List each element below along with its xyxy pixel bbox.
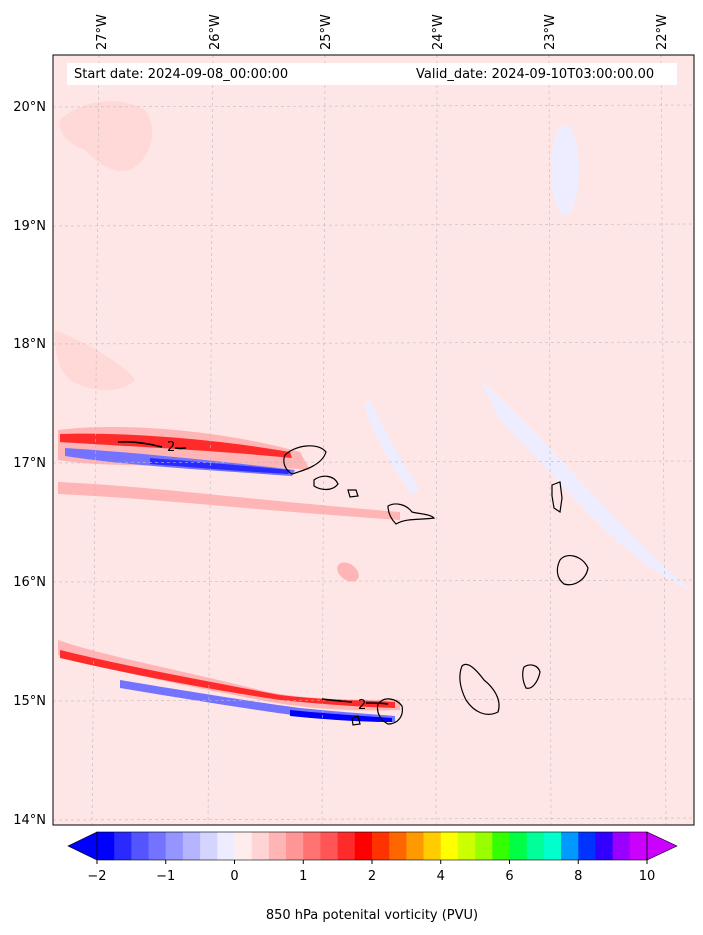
pv-band-south-blue (120, 680, 395, 722)
colorbar-swatch (526, 832, 545, 860)
island-santa-luzia (347, 489, 359, 498)
contour-north (117, 441, 163, 448)
lon-label: 26°W (208, 14, 223, 50)
valid-date: Valid_date: 2024-09-10T03:00:00.00 (416, 67, 654, 82)
contour-label-north: 2 (167, 440, 175, 455)
lat-label: 15°N (13, 694, 46, 709)
island-brava (351, 715, 361, 726)
pv-contours (117, 441, 389, 705)
colorbar-swatch (165, 832, 184, 860)
pv-band-north2 (58, 482, 400, 520)
pv-band-north-red (60, 433, 292, 458)
colorbar-tick-label: 1 (299, 869, 307, 884)
pv-patch-west (54, 330, 135, 391)
pv-patch-east-blue (480, 380, 690, 590)
start-date: Start date: 2024-09-08_00:00:00 (74, 67, 288, 82)
pv-band-south-deepblue (290, 710, 392, 722)
pv-patch-mid-blue (364, 400, 420, 495)
lon-label: 27°W (95, 14, 110, 50)
colorbar-swatch (234, 832, 253, 860)
pv-patch-north-blue (551, 125, 579, 215)
colorbar-swatch (354, 832, 373, 860)
pv-field (54, 101, 690, 722)
lat-label: 14°N (13, 813, 46, 828)
island-fogo (376, 698, 403, 725)
colorbar-extend-high (646, 831, 678, 861)
colorbar-tick-label: 6 (505, 869, 513, 884)
colorbar-tick-label: 0 (230, 869, 238, 884)
colorbar-swatch (561, 832, 579, 860)
gridlines (52, 54, 695, 826)
colorbar-swatch (578, 832, 596, 860)
colorbar-tick-label: 4 (437, 869, 445, 884)
lat-label: 18°N (13, 337, 46, 352)
colorbar-swatch (320, 832, 339, 860)
colorbar-swatch (629, 832, 648, 860)
lat-label: 20°N (13, 100, 46, 115)
lon-label: 25°W (319, 14, 334, 50)
colorbar-swatch (286, 832, 304, 860)
colorbar-swatch (148, 832, 167, 860)
colorbar-tick-label: −1 (156, 869, 175, 884)
pv-band-north-deepblue (150, 458, 290, 474)
island-sal (551, 481, 563, 514)
header-box (67, 63, 677, 85)
colorbar-swatch (612, 832, 631, 860)
colorbar-swatch (406, 832, 425, 860)
island-sao-vicente (313, 475, 339, 491)
colorbar-swatch (131, 832, 150, 860)
lon-label: 23°W (543, 14, 558, 50)
colorbar-swatch (114, 832, 132, 860)
colorbar-swatch (337, 832, 356, 860)
colorbar: −2−10124681014 (67, 831, 678, 884)
lon-labels: 27°W 26°W 25°W 24°W 23°W 22°W (95, 14, 670, 50)
colorbar-swatch (440, 832, 459, 860)
colorbar-tick-label: 8 (574, 869, 582, 884)
colorbar-swatch (182, 832, 201, 860)
colorbar-swatch (217, 832, 235, 860)
coastlines (283, 445, 589, 726)
colorbar-swatch (97, 832, 115, 860)
colorbar-label: 850 hPa potenital vorticity (PVU) (266, 908, 478, 923)
colorbar-swatch (595, 832, 614, 860)
colorbar-swatch (200, 832, 218, 860)
island-santiago (459, 663, 500, 715)
colorbar-swatch (492, 832, 510, 860)
contour-south (321, 698, 353, 703)
colorbar-tick-label: 2 (368, 869, 376, 884)
colorbar-swatch (303, 832, 321, 860)
colorbar-swatch (475, 832, 493, 860)
lat-label: 17°N (13, 456, 46, 471)
colorbar-extend-low (67, 831, 98, 861)
lat-label: 19°N (13, 219, 46, 234)
colorbar-swatch (251, 832, 270, 860)
island-maio (522, 664, 541, 689)
colorbar-swatch (389, 832, 407, 860)
pv-band-south-red (60, 650, 395, 708)
colorbar-swatch (372, 832, 390, 860)
colorbar-swatch (268, 832, 287, 860)
lon-label: 22°W (655, 14, 670, 50)
pv-blob-mid (337, 562, 359, 582)
contour-south-2 (365, 702, 389, 705)
contour-label-south: 2 (358, 698, 366, 713)
pv-patch-northwest (59, 101, 153, 171)
lon-label: 24°W (431, 14, 446, 50)
island-boa-vista (556, 554, 589, 586)
colorbar-swatch (423, 832, 442, 860)
colorbar-swatch (457, 832, 476, 860)
island-santo-antao (283, 445, 327, 475)
island-sao-nicolau (387, 503, 436, 525)
colorbar-tick-label: −2 (87, 869, 106, 884)
colorbar-swatch (543, 832, 562, 860)
map-frame (52, 54, 695, 826)
colorbar-swatch (509, 832, 528, 860)
lat-labels: 20°N 19°N 18°N 17°N 16°N 15°N 14°N (13, 100, 46, 828)
lat-label: 16°N (13, 575, 46, 590)
colorbar-tick-label: 10 (639, 869, 656, 884)
